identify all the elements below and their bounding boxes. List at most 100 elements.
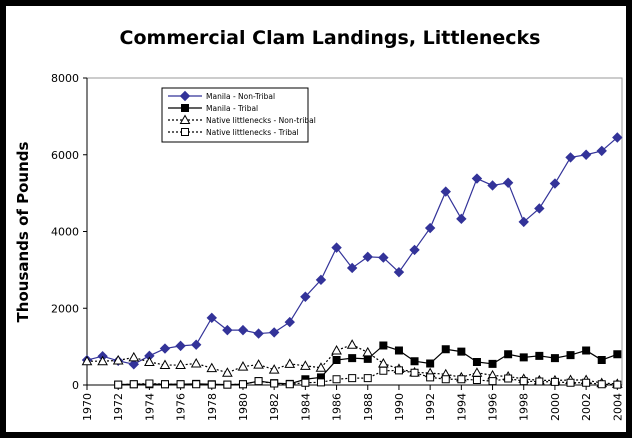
point bbox=[550, 377, 559, 386]
point bbox=[346, 262, 358, 274]
point bbox=[175, 340, 186, 352]
x-tick-label: 2004 bbox=[611, 393, 624, 421]
legend-label: Manila - Tribal bbox=[206, 104, 258, 113]
point bbox=[301, 378, 310, 387]
point bbox=[566, 378, 575, 387]
y-axis-label: Thousands of Pounds bbox=[14, 141, 32, 322]
point bbox=[441, 345, 450, 354]
point bbox=[222, 367, 233, 377]
point bbox=[518, 216, 529, 228]
point bbox=[471, 173, 483, 184]
point bbox=[426, 373, 435, 382]
x-tick-label: 2002 bbox=[580, 393, 593, 421]
point bbox=[613, 350, 622, 359]
x-tick-label: 1978 bbox=[206, 393, 219, 421]
point bbox=[238, 380, 247, 389]
point bbox=[192, 380, 201, 389]
point bbox=[519, 377, 528, 386]
point bbox=[129, 380, 138, 389]
x-tick-label: 1972 bbox=[112, 393, 125, 421]
point bbox=[112, 354, 124, 365]
point bbox=[535, 351, 544, 360]
point bbox=[504, 374, 513, 383]
point bbox=[237, 324, 249, 336]
point bbox=[362, 251, 373, 263]
point bbox=[487, 180, 498, 191]
point bbox=[378, 252, 389, 263]
point bbox=[565, 152, 576, 163]
point bbox=[348, 374, 357, 383]
point bbox=[488, 359, 497, 368]
x-tick-label: 1980 bbox=[237, 393, 250, 421]
x-tick-label: 1988 bbox=[362, 393, 375, 421]
point bbox=[114, 380, 123, 389]
x-tick-label: 1996 bbox=[487, 393, 500, 421]
point bbox=[128, 359, 140, 370]
point bbox=[410, 368, 419, 377]
point bbox=[519, 353, 528, 362]
point bbox=[582, 346, 591, 355]
point bbox=[159, 359, 171, 370]
point bbox=[534, 203, 545, 214]
y-tick-label: 0 bbox=[72, 379, 79, 392]
point bbox=[81, 355, 93, 366]
y-tick-label: 2000 bbox=[51, 302, 79, 315]
y-tick-label: 4000 bbox=[51, 226, 79, 239]
point bbox=[456, 213, 467, 225]
y-tick-label: 6000 bbox=[51, 149, 79, 162]
point bbox=[580, 149, 592, 160]
point bbox=[145, 379, 154, 388]
point bbox=[393, 266, 405, 278]
point bbox=[346, 339, 358, 349]
point bbox=[190, 339, 202, 350]
x-tick-label: 1974 bbox=[143, 393, 156, 421]
x-tick-label: 1990 bbox=[393, 393, 406, 421]
point bbox=[362, 346, 374, 357]
point bbox=[175, 359, 186, 370]
legend: Manila - Non-Tribal Manila - Tribal Native… bbox=[161, 87, 316, 143]
x-tick-label: 2000 bbox=[549, 393, 562, 421]
point bbox=[190, 357, 202, 368]
point bbox=[502, 177, 514, 188]
point bbox=[504, 350, 513, 359]
point bbox=[207, 380, 216, 389]
point bbox=[457, 375, 466, 384]
x-tick-label: 1982 bbox=[268, 393, 281, 421]
point bbox=[596, 145, 607, 157]
point bbox=[441, 375, 450, 384]
x-tick-label: 1998 bbox=[518, 393, 531, 421]
point bbox=[331, 242, 342, 253]
point bbox=[332, 356, 341, 365]
point bbox=[379, 341, 388, 350]
point bbox=[176, 380, 185, 389]
x-tick-label: 1994 bbox=[455, 393, 468, 421]
point bbox=[144, 356, 155, 366]
point bbox=[597, 356, 606, 365]
point bbox=[316, 378, 325, 387]
point bbox=[254, 377, 263, 386]
point bbox=[332, 375, 341, 384]
point bbox=[535, 377, 544, 386]
point bbox=[222, 324, 233, 336]
point bbox=[315, 362, 327, 372]
point bbox=[363, 374, 372, 383]
point bbox=[331, 344, 342, 355]
point bbox=[285, 380, 294, 389]
point bbox=[128, 351, 140, 362]
point bbox=[472, 357, 481, 366]
point bbox=[409, 244, 420, 256]
point bbox=[394, 366, 403, 375]
series-line bbox=[87, 344, 618, 385]
legend-marker bbox=[179, 114, 191, 124]
point bbox=[253, 359, 264, 369]
x-tick-label: 1992 bbox=[424, 393, 437, 421]
y-tick-label: 8000 bbox=[51, 72, 79, 85]
point bbox=[488, 377, 497, 386]
x-tick-label: 1970 bbox=[81, 393, 94, 421]
legend-label: Manila - Non-Tribal bbox=[206, 92, 275, 101]
point bbox=[284, 358, 296, 368]
point bbox=[549, 178, 561, 189]
point bbox=[315, 274, 327, 286]
